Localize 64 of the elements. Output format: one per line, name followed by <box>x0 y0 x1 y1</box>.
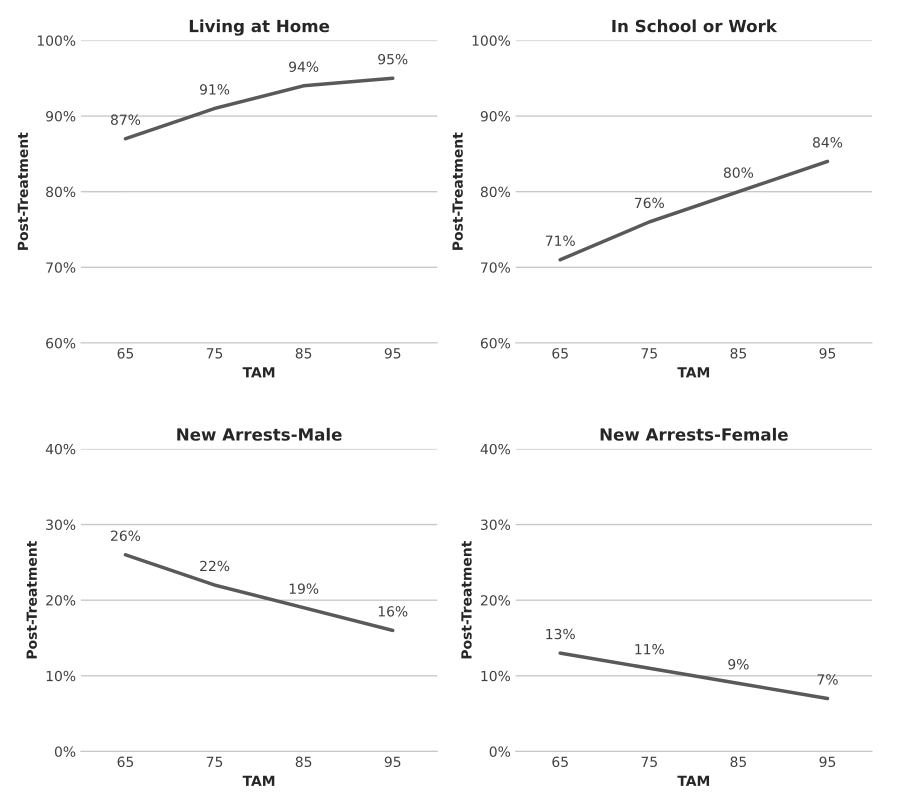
chart-title: New Arrests-Male <box>177 428 342 441</box>
y-tick-label: 80% <box>46 186 76 198</box>
chart-title: New Arrests-Female <box>600 428 788 441</box>
x-tick-label: 95 <box>384 756 400 768</box>
data-label: 9% <box>728 659 749 670</box>
x-tick-label: 85 <box>296 756 312 768</box>
x-tick-label: 65 <box>118 348 134 359</box>
x-tick-label: 85 <box>730 348 746 359</box>
y-tick-label: 10% <box>46 670 76 682</box>
x-tick-label: 65 <box>552 756 568 768</box>
x-tick-label: 75 <box>206 348 222 359</box>
x-tick-label: 95 <box>820 756 836 768</box>
x-axis-title: TAM <box>242 776 274 786</box>
y-tick-label: 70% <box>46 262 76 273</box>
x-tick-label: 85 <box>730 756 746 768</box>
y-tick-label: 60% <box>46 338 76 348</box>
x-axis-title: TAM <box>242 367 274 378</box>
y-axis-title: Post-Treatment <box>18 132 28 250</box>
data-label: 80% <box>724 167 754 178</box>
x-tick-label: 75 <box>642 348 657 359</box>
y-tick-label: 90% <box>480 111 510 122</box>
data-label: 16% <box>378 606 408 617</box>
x-tick-label: 85 <box>296 348 312 359</box>
x-tick-label: 95 <box>820 348 836 359</box>
y-axis-title: Post-Treatment <box>461 540 472 658</box>
x-tick-label: 75 <box>206 756 222 768</box>
data-label: 76% <box>635 198 664 208</box>
x-tick-label: 65 <box>552 348 568 359</box>
y-tick-label: 20% <box>480 595 510 606</box>
chart-title: In School or Work <box>612 19 778 32</box>
data-label: 19% <box>290 583 318 594</box>
y-tick-label: 0% <box>54 746 76 757</box>
y-tick-label: 20% <box>46 595 76 606</box>
data-label: 84% <box>812 137 842 148</box>
data-label: 11% <box>635 644 664 654</box>
y-tick-label: 40% <box>480 444 510 454</box>
y-tick-label: 60% <box>480 338 510 348</box>
x-axis-title: TAM <box>677 776 710 786</box>
y-tick-label: 0% <box>490 746 510 757</box>
data-label: 71% <box>546 235 575 246</box>
data-label: 13% <box>546 628 575 640</box>
y-tick-label: 80% <box>480 186 510 198</box>
y-tick-label: 30% <box>46 519 76 530</box>
chart-title: Living at Home <box>190 19 330 36</box>
data-label: 22% <box>200 560 230 572</box>
y-tick-label: 70% <box>481 262 510 273</box>
y-tick-label: 40% <box>46 444 76 454</box>
x-tick-label: 95 <box>384 348 400 359</box>
y-tick-label: 100% <box>472 35 510 46</box>
data-label: 91% <box>200 84 230 95</box>
data-label: 95% <box>378 54 408 64</box>
x-axis-title: TAM <box>677 367 710 378</box>
data-label: 7% <box>818 674 838 685</box>
y-axis-title: Post-Treatment <box>26 540 37 658</box>
y-axis-title: Post-Treatment <box>452 132 463 250</box>
y-tick-label: 90% <box>46 111 76 122</box>
y-tick-label: 30% <box>480 519 510 530</box>
data-label: 26% <box>111 530 140 541</box>
y-tick-label: 100% <box>38 35 76 46</box>
x-tick-label: 65 <box>118 756 134 768</box>
y-tick-label: 10% <box>481 670 510 682</box>
data-label: 87% <box>110 114 140 125</box>
data-label: 94% <box>289 61 318 72</box>
x-tick-label: 75 <box>642 756 657 768</box>
